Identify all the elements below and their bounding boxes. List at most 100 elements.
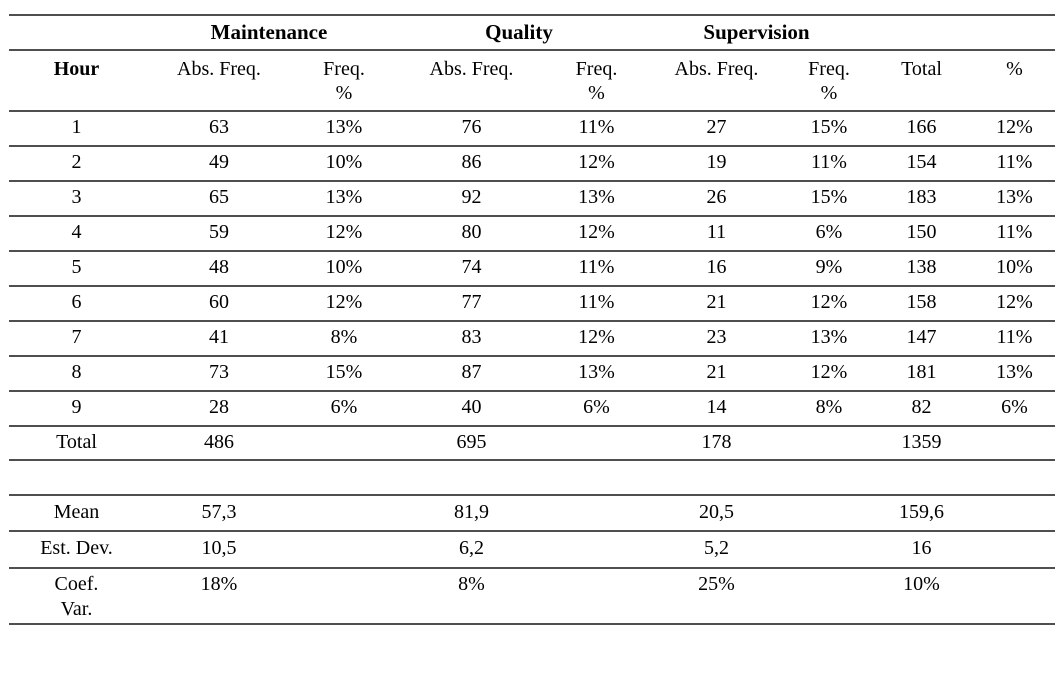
cell-supervision-abs: 26 <box>706 186 727 208</box>
cell-total: 147 <box>906 326 937 348</box>
cell-empty <box>294 495 394 531</box>
column-header-quality-abs-freq: Abs. Freq. <box>429 58 514 80</box>
cell-supervision-abs: 14 <box>706 396 727 418</box>
cell-supervision-pct: 8% <box>815 396 843 418</box>
cell-quality-pct: 12% <box>578 221 615 243</box>
cell-supervision-abs: 21 <box>706 291 727 313</box>
column-header-total: Total <box>901 58 942 80</box>
group-header-supervision: Supervision <box>703 20 810 44</box>
cell-quality-pct: 11% <box>578 256 615 278</box>
table-row-mean: Mean 57,3 81,9 20,5 159,6 <box>9 495 1056 531</box>
cell-maintenance-pct: 10% <box>325 151 363 173</box>
cell-supervision-pct: 12% <box>810 291 848 313</box>
table-row-hour-3: 3 65 13% 92 13% 26 15% 183 13% <box>9 181 1056 216</box>
cell-supervision-total: 178 <box>701 430 732 453</box>
cell-quality-total: 695 <box>456 430 487 453</box>
cell-maintenance-pct: 6% <box>330 396 358 418</box>
cell-quality-pct: 13% <box>578 186 615 208</box>
spacer-cell <box>9 460 1055 495</box>
cell-maintenance-abs: 41 <box>209 326 229 348</box>
cell-quality-pct: 6% <box>583 396 610 418</box>
cell-pct: 6% <box>1001 396 1028 418</box>
column-header-quality-freq-pct: Freq. % <box>575 58 618 104</box>
cell-quality-pct: 11% <box>578 291 615 313</box>
table-row-coef-var: Coef. Var. 18% 8% 25% 10% <box>9 568 1056 624</box>
cell-supervision-pct: 15% <box>810 186 848 208</box>
cell-supervision-mean: 20,5 <box>699 500 734 523</box>
cell-hour: 4 <box>71 221 82 243</box>
cell-quality-abs: 87 <box>461 361 482 383</box>
cell-hour: 9 <box>71 396 82 418</box>
cell-maintenance-pct: 12% <box>325 221 363 243</box>
cell-pct: 13% <box>996 186 1033 208</box>
coef-var-row-label: Coef. Var. <box>54 573 99 620</box>
cell-maintenance-mean: 57,3 <box>201 500 237 523</box>
table-row-total: Total 486 695 178 1359 <box>9 426 1056 460</box>
cell-hour: 7 <box>71 326 82 348</box>
cell-empty <box>549 495 644 531</box>
total-row-label: Total <box>56 430 97 453</box>
spacer-row <box>9 460 1056 495</box>
cell-quality-abs: 76 <box>461 116 482 138</box>
cell-supervision-abs: 21 <box>706 361 727 383</box>
mean-row-label: Mean <box>53 500 100 523</box>
cell-total-coef-var: 10% <box>903 573 940 595</box>
table-row-hour-7: 7 41 8% 83 12% 23 13% 147 11% <box>9 321 1056 356</box>
cell-empty <box>549 568 644 624</box>
est-dev-row-label: Est. Dev. <box>40 537 113 559</box>
cell-quality-abs: 80 <box>461 221 482 243</box>
cell-empty <box>789 531 869 568</box>
table-row-hour-5: 5 48 10% 74 11% 16 9% 138 10% <box>9 251 1056 286</box>
cell-quality-mean: 81,9 <box>454 500 489 523</box>
cell-empty <box>974 531 1055 568</box>
cell-supervision-abs: 11 <box>706 221 727 243</box>
group-header-empty <box>9 15 144 50</box>
frequency-table: Maintenance Quality Supervision Hour Abs… <box>9 14 1056 625</box>
cell-maintenance-est-dev: 10,5 <box>201 537 237 559</box>
cell-pct: 13% <box>996 361 1033 383</box>
cell-quality-pct: 12% <box>578 151 615 173</box>
cell-maintenance-pct: 13% <box>325 116 363 138</box>
column-header-maintenance-freq-pct: Freq. % <box>323 58 365 104</box>
cell-maintenance-abs: 59 <box>209 221 229 243</box>
cell-maintenance-pct: 13% <box>325 186 363 208</box>
cell-supervision-pct: 13% <box>810 326 848 348</box>
cell-quality-pct: 12% <box>578 326 615 348</box>
cell-maintenance-abs: 63 <box>209 116 229 138</box>
cell-empty <box>789 426 869 460</box>
cell-empty <box>294 568 394 624</box>
cell-total: 181 <box>906 361 937 383</box>
cell-total-mean: 159,6 <box>899 500 945 523</box>
cell-quality-abs: 40 <box>461 396 482 418</box>
cell-supervision-abs: 16 <box>706 256 727 278</box>
table-row-hour-6: 6 60 12% 77 11% 21 12% 158 12% <box>9 286 1056 321</box>
cell-supervision-est-dev: 5,2 <box>704 537 729 559</box>
cell-maintenance-pct: 10% <box>325 256 363 278</box>
cell-supervision-pct: 9% <box>815 256 843 278</box>
cell-maintenance-abs: 28 <box>209 396 229 418</box>
cell-empty <box>294 426 394 460</box>
cell-pct: 11% <box>996 326 1033 348</box>
column-header-row: Hour Abs. Freq. Freq. % Abs. Freq. Freq.… <box>9 50 1056 111</box>
cell-maintenance-pct: 8% <box>330 326 358 348</box>
cell-quality-pct: 13% <box>578 361 615 383</box>
cell-supervision-abs: 19 <box>706 151 727 173</box>
cell-maintenance-abs: 60 <box>209 291 229 313</box>
cell-supervision-pct: 12% <box>810 361 848 383</box>
cell-total: 150 <box>906 221 937 243</box>
column-header-maintenance-abs-freq: Abs. Freq. <box>177 58 261 80</box>
cell-empty <box>974 495 1055 531</box>
cell-total: 166 <box>906 116 937 138</box>
column-header-pct: % <box>1006 58 1023 80</box>
cell-pct: 10% <box>996 256 1033 278</box>
column-header-supervision-abs-freq: Abs. Freq. <box>674 58 759 80</box>
cell-hour: 8 <box>71 361 82 383</box>
cell-maintenance-coef-var: 18% <box>200 573 238 595</box>
cell-total-est-dev: 16 <box>911 537 932 559</box>
column-header-supervision-freq-pct: Freq. % <box>808 58 850 104</box>
cell-total: 138 <box>906 256 937 278</box>
table-row-hour-2: 2 49 10% 86 12% 19 11% 154 11% <box>9 146 1056 181</box>
cell-pct: 11% <box>996 151 1033 173</box>
cell-total: 158 <box>906 291 937 313</box>
cell-empty <box>789 495 869 531</box>
